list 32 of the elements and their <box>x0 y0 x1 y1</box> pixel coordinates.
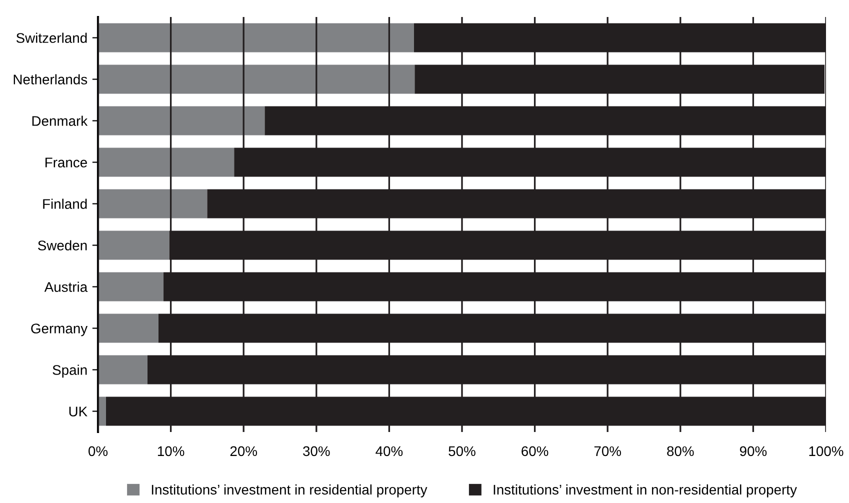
bar <box>98 272 164 302</box>
x-tick-label: 10% <box>158 446 184 456</box>
y-tick-label: Finland <box>43 198 87 209</box>
x-tick-label: 100% <box>809 446 844 456</box>
y-tick-label: Switzerland <box>16 32 87 43</box>
y-tick-label: UK <box>69 406 88 416</box>
legend-label: Institutions’ investment in residential property <box>152 484 428 498</box>
bar <box>98 314 158 343</box>
bar <box>98 64 415 94</box>
legend-label: Institutions’ investment in non-residential property <box>494 484 797 498</box>
y-tick-label: Sweden <box>38 240 87 250</box>
x-tick-label: 90% <box>740 446 767 456</box>
bar <box>98 230 170 260</box>
x-tick-label: 0% <box>88 446 108 456</box>
bar <box>98 148 234 177</box>
y-tick-label: Spain <box>52 364 87 378</box>
x-tick-label: 80% <box>667 446 694 456</box>
bar <box>98 106 265 136</box>
y-tick-label: Netherlands <box>14 74 88 84</box>
x-tick-label: 30% <box>303 446 330 456</box>
x-tick-label: 50% <box>448 446 476 456</box>
y-tick-label: Denmark <box>32 116 88 126</box>
x-tick-label: 70% <box>594 446 622 456</box>
y-tick-label: France <box>46 158 87 168</box>
bar <box>98 23 414 52</box>
x-tick-label: 20% <box>230 446 258 456</box>
y-tick-label: Austria <box>44 282 88 292</box>
y-tick-label: Germany <box>31 324 88 336</box>
x-tick-label: 40% <box>376 446 403 456</box>
x-tick-label: 60% <box>522 446 548 456</box>
bar <box>98 189 208 218</box>
bar <box>98 355 148 384</box>
